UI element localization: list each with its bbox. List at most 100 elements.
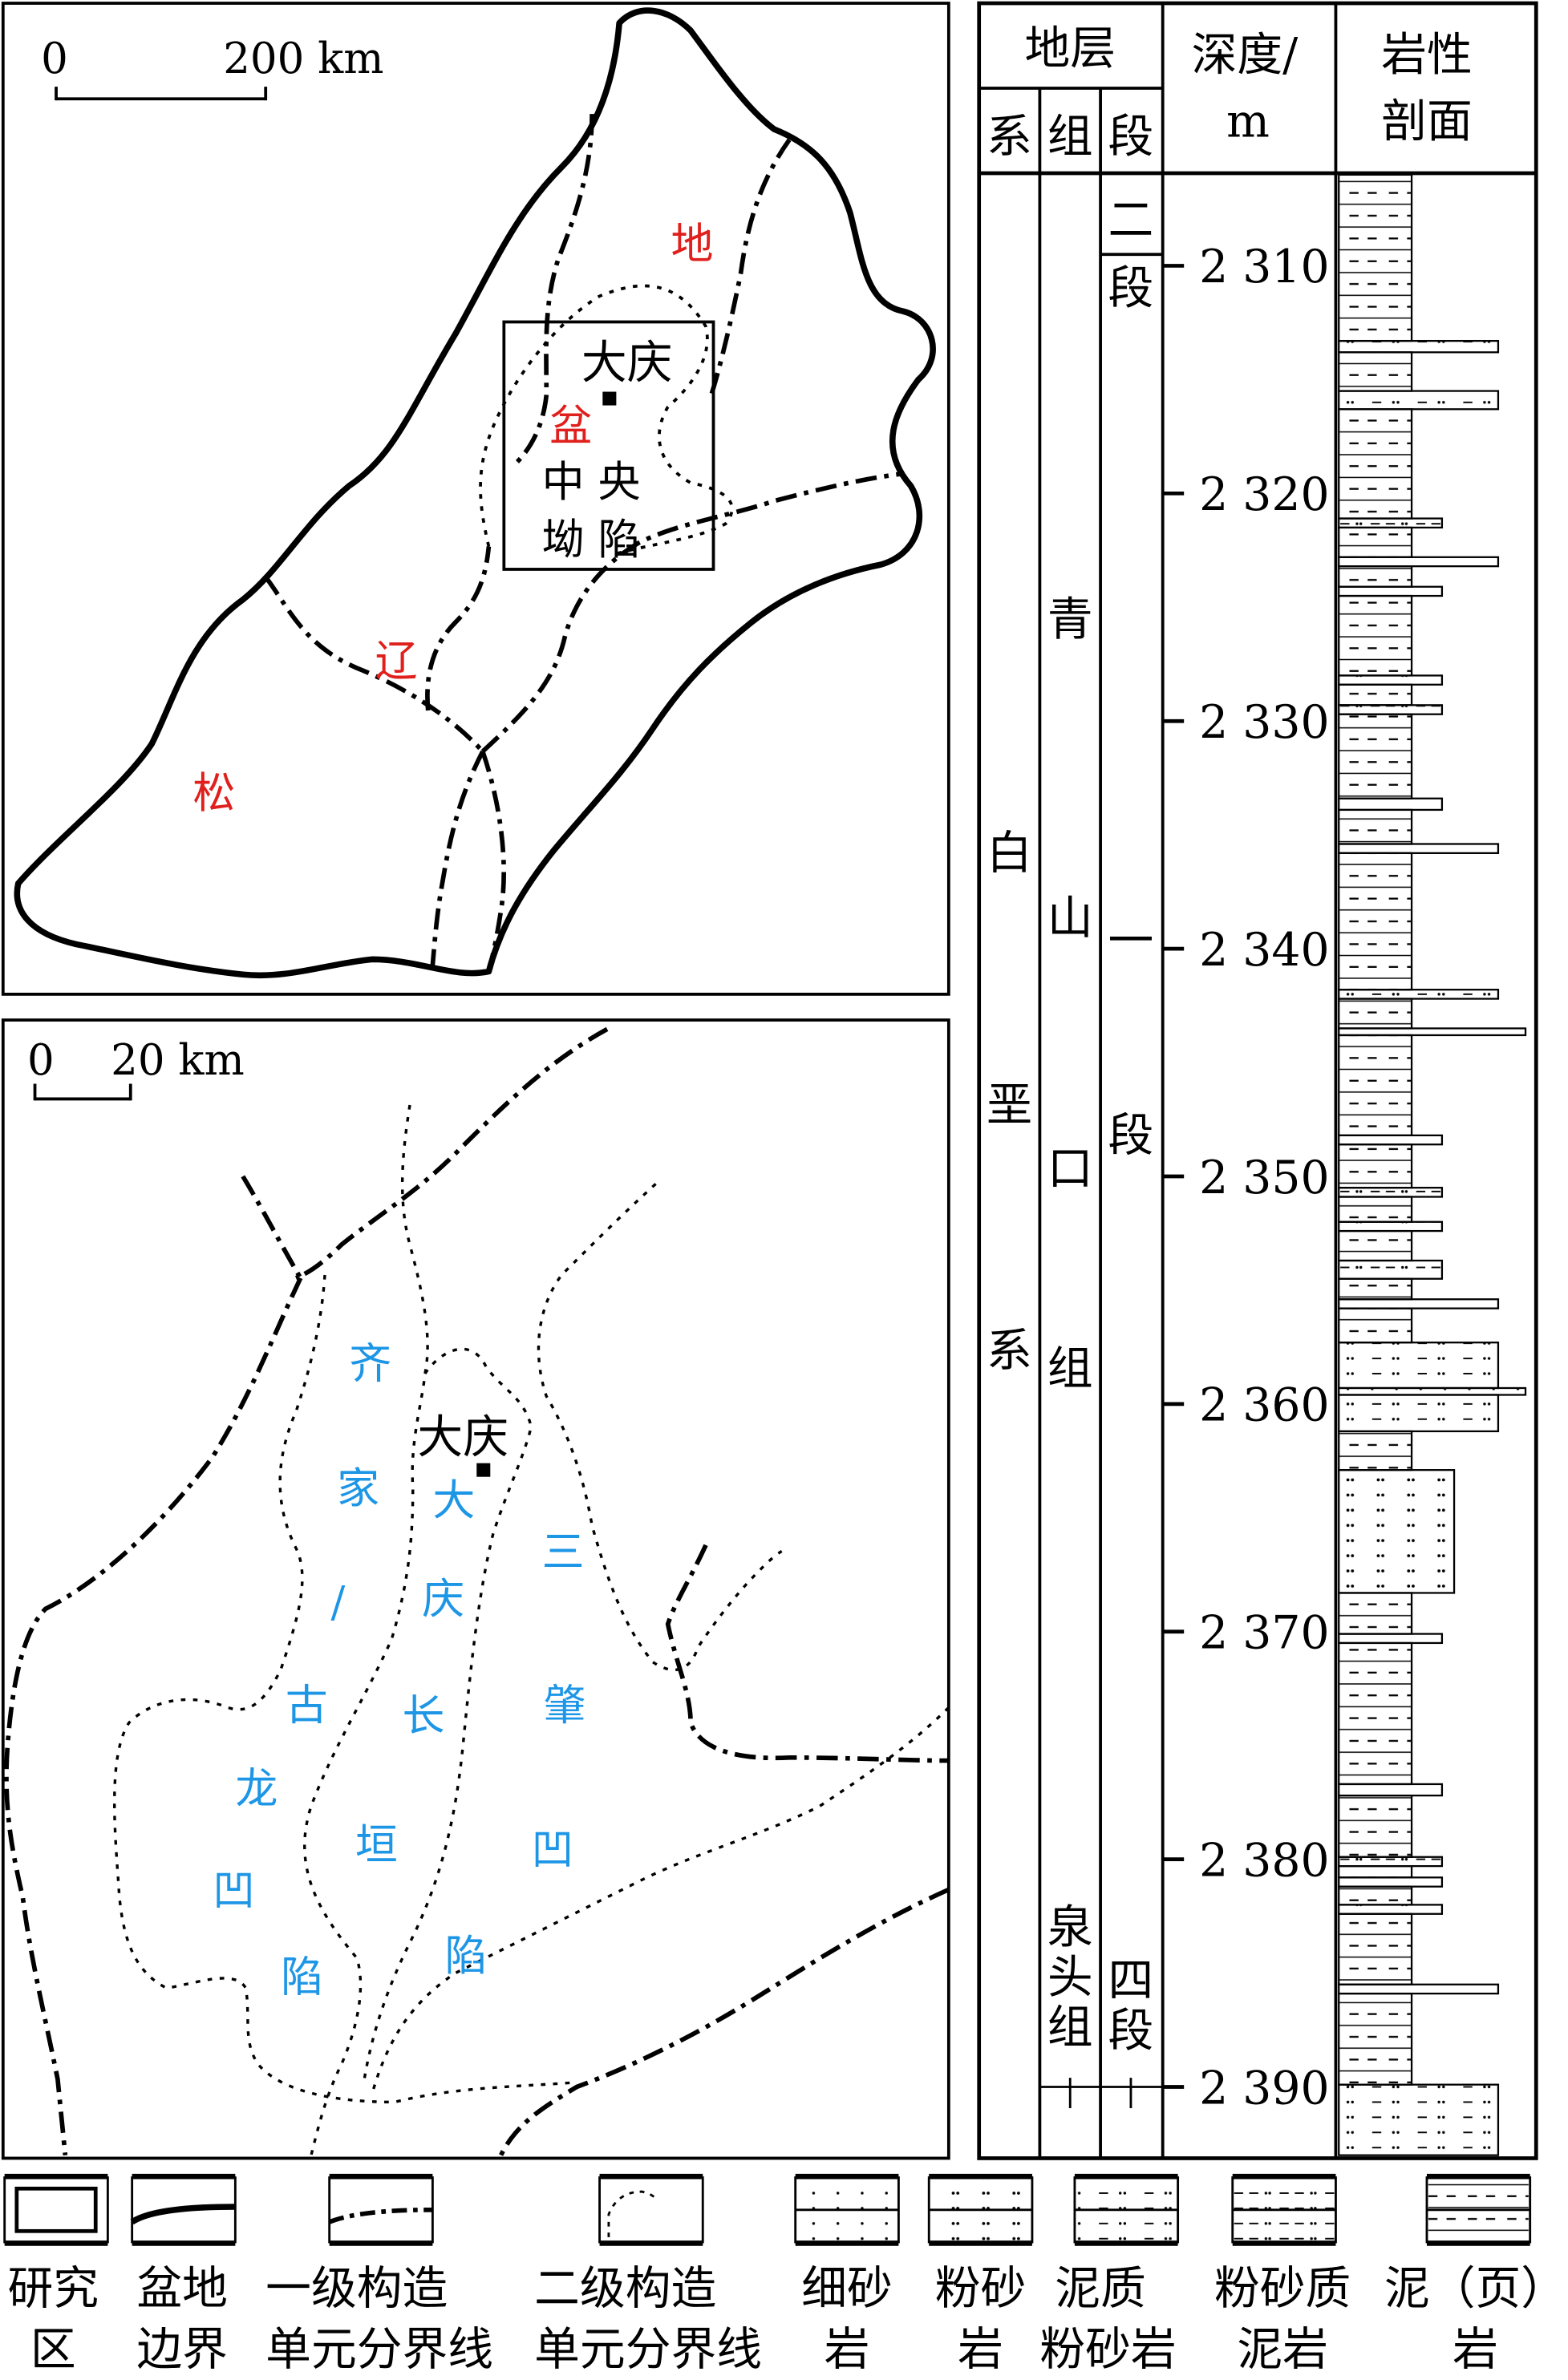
legend-label: 二级构造	[534, 2262, 716, 2315]
system-char: 白	[987, 827, 1032, 880]
stratigraphic-column	[977, 1, 1538, 2160]
label-char: 凹	[213, 1866, 255, 1915]
header-lithology: 岩性	[1381, 28, 1473, 81]
legend-label: 岩	[1453, 2323, 1498, 2376]
member-char: 段	[1108, 262, 1154, 315]
legend: 研究区盆地边界一级构造单元分界线二级构造单元分界线细砂岩粉砂岩泥质粉砂岩粉砂质泥…	[3, 2173, 1566, 2376]
lithology-layer-silty-mudstone	[1338, 704, 1444, 715]
siltstone-symbol	[929, 2179, 1032, 2240]
unit-names: 白 垩 系 青 山 口 组 泉 头 组 二 段 一 段 四 段	[987, 194, 1153, 2058]
regional-map: 0 200 km 大庆 中 央 坳 陷 松 辽 盆 地	[1, 2, 950, 996]
lithology-layer-mudstone	[1338, 1196, 1413, 1223]
study-area-symbol	[14, 2186, 98, 2233]
legend-label: 单元分界线	[265, 2323, 493, 2376]
daqing-label: 大庆	[417, 1411, 508, 1463]
basin-boundary-line	[14, 7, 936, 979]
lithology-layer-argillaceous-siltstone	[1338, 1983, 1500, 1995]
lithology-layer-silty-mudstone	[1338, 674, 1444, 686]
depth-tick-label: 2 340	[1199, 924, 1330, 977]
lithology-layer-silty-mudstone	[1338, 517, 1444, 529]
lithology-layer-mudstone	[1338, 1885, 1413, 1906]
scale-zero-label: 0	[41, 34, 68, 83]
scale-bar-200km: 0 200 km	[41, 34, 384, 101]
argillaceous-siltstone-symbol	[1074, 2179, 1178, 2240]
depth-tick-label: 2 380	[1199, 1834, 1330, 1887]
formation-char: 组	[1047, 2002, 1093, 2054]
mudstone-shale-symbol	[1426, 2179, 1530, 2240]
second-order-boundary-line	[479, 284, 734, 556]
daqing-city-marker	[476, 1463, 491, 1477]
lithology-layer-mudstone	[1338, 713, 1413, 799]
study-area-map: 0 20 km 大庆 齐 家 / 古 龙 凹 陷 大	[1, 1018, 950, 2160]
lithology-log	[1338, 173, 1527, 2156]
lithology-layer-siltstone	[1338, 1469, 1456, 1594]
legend-label: 粉砂	[935, 2262, 1027, 2315]
lithology-layer-fine-sandstone	[1338, 1027, 1527, 1037]
lithology-layer-silty-mudstone	[1338, 797, 1444, 812]
label-char: 垣	[355, 1821, 398, 1870]
formation-char: 山	[1047, 892, 1093, 945]
lithology-layer-silty-mudstone	[1338, 1876, 1444, 1888]
legend-item-siltstone: 粉砂岩	[927, 2173, 1034, 2376]
second-order-boundary-lines	[113, 1104, 950, 2156]
depth-tick-label: 2 370	[1199, 1607, 1330, 1660]
daqing-label: 大庆	[581, 336, 673, 389]
legend-label: 粉砂岩	[1039, 2323, 1176, 2376]
system-char: 垩	[987, 1079, 1032, 1131]
formation-char: 头	[1047, 1951, 1093, 2004]
depth-tick-label: 2 360	[1199, 1379, 1330, 1432]
lithology-layer-mudstone	[1338, 1641, 1413, 1786]
lithology-layer-silty-mudstone	[1338, 1220, 1444, 1232]
scale-distance-label: 20 km	[111, 1036, 245, 1085]
formation-char: 泉	[1047, 1901, 1093, 1954]
lithology-layer-silty-mudstone	[1338, 1783, 1444, 1797]
lithology-layer-mudstone	[1338, 594, 1413, 677]
label-char: 大	[432, 1476, 475, 1525]
lithology-layer-fine-sandstone	[1338, 1386, 1527, 1396]
depth-ticks	[1162, 264, 1185, 2089]
legend-label: 岩	[825, 2323, 870, 2376]
system-char: 系	[987, 1325, 1032, 1378]
legend-item-mudstone-shale: 泥（页） 岩	[1384, 2173, 1566, 2376]
label-char: 凹	[531, 1825, 573, 1874]
legend-label: 区	[30, 2323, 76, 2376]
formation-char: 青	[1047, 593, 1093, 646]
lithology-layer-silty-mudstone	[1338, 1134, 1444, 1146]
header-formation: 组	[1047, 110, 1093, 163]
label-char: 陷	[445, 1932, 488, 1981]
label-char: 肇	[544, 1681, 586, 1730]
lithology-layer-argillaceous-siltstone	[1338, 1394, 1500, 1433]
second-order-boundary-symbol	[607, 2190, 658, 2237]
legend-item-study-area: 研究区	[3, 2173, 109, 2376]
member-char: 段	[1108, 1109, 1154, 1162]
lithology-layer-mudstone	[1338, 808, 1413, 845]
label-char: 古	[286, 1681, 328, 1730]
central-depression-label-2: 坳 陷	[542, 516, 641, 565]
first-order-boundary-lines	[4, 1026, 950, 2156]
daqing-city-marker	[602, 391, 617, 406]
label-char: 龙	[235, 1765, 278, 1814]
study-area-rectangle	[502, 320, 715, 571]
depth-tick-labels: 2 310 2 320 2 330 2 340 2 350 2 360 2 370 2 380…	[1199, 241, 1330, 2115]
daqing-placanticline-label: 大 庆 长 垣	[355, 1476, 476, 1870]
lithology-layer-silty-mudstone	[1338, 1259, 1444, 1280]
lithology-layer-mudstone	[1338, 1592, 1413, 1635]
lithology-layer-mudstone	[1338, 526, 1413, 558]
lithology-layer-mudstone	[1338, 408, 1413, 520]
scale-bar-20km: 0 20 km	[27, 1036, 245, 1101]
lithology-layer-silty-mudstone	[1338, 1187, 1444, 1198]
central-depression-label-1: 中 央	[542, 458, 641, 507]
lithology-layer-argillaceous-siltstone	[1338, 339, 1500, 354]
member-char: 四	[1108, 1954, 1154, 2007]
lithology-layer-silty-mudstone	[1338, 1633, 1444, 1645]
formation-char: 口	[1047, 1142, 1093, 1195]
lithology-layer-mudstone	[1338, 1277, 1413, 1301]
depth-tick-label: 2 320	[1199, 468, 1330, 521]
label-char: 三	[542, 1528, 585, 1577]
header-depth-unit: m	[1226, 95, 1270, 148]
lithology-layer-argillaceous-siltstone	[1338, 1298, 1500, 1309]
